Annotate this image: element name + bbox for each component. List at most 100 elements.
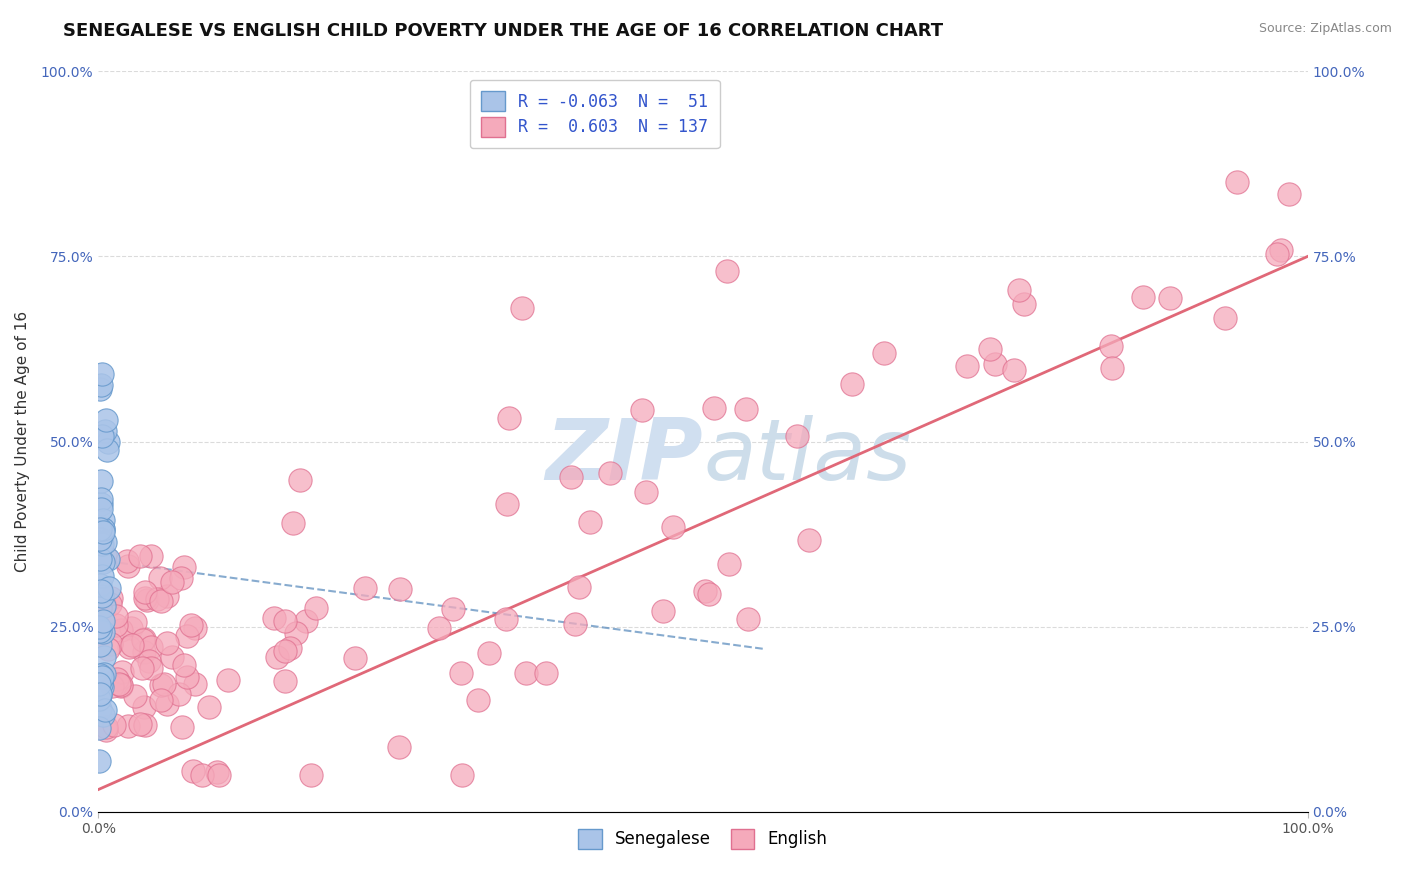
Point <box>450 767 472 781</box>
Point <box>91 536 114 550</box>
Point <box>979 342 1001 356</box>
Point <box>94 549 117 564</box>
Point <box>91 555 114 569</box>
Point <box>90 680 112 694</box>
Point <box>93 597 115 611</box>
Point <box>98 598 121 612</box>
Point <box>156 697 179 711</box>
Point <box>103 718 125 732</box>
Point <box>149 571 172 585</box>
Point <box>89 532 111 546</box>
Point <box>176 670 198 684</box>
Point <box>115 554 138 568</box>
Point <box>191 767 214 781</box>
Point <box>89 668 111 682</box>
Point <box>273 615 295 629</box>
Point <box>578 515 600 529</box>
Point <box>662 519 685 533</box>
Point <box>89 552 111 566</box>
Y-axis label: Child Poverty Under the Age of 16: Child Poverty Under the Age of 16 <box>15 311 30 572</box>
Point <box>560 469 582 483</box>
Point <box>495 611 517 625</box>
Point <box>89 523 111 537</box>
Point <box>131 661 153 675</box>
Point <box>96 442 118 457</box>
Point <box>703 401 725 416</box>
Point <box>94 424 117 438</box>
Point <box>184 621 207 635</box>
Point <box>91 569 114 583</box>
Point <box>1267 246 1289 260</box>
Point <box>173 559 195 574</box>
Point <box>427 621 450 635</box>
Point <box>139 549 162 564</box>
Point <box>169 571 191 585</box>
Point <box>108 676 131 690</box>
Point <box>89 721 111 735</box>
Point <box>467 693 489 707</box>
Point <box>89 687 111 701</box>
Point <box>87 620 110 634</box>
Point <box>90 677 112 691</box>
Point <box>89 688 111 702</box>
Point <box>693 584 716 599</box>
Point <box>139 661 162 675</box>
Point <box>134 584 156 599</box>
Point <box>564 616 586 631</box>
Point <box>117 640 139 654</box>
Point <box>146 591 169 606</box>
Point <box>450 666 472 681</box>
Point <box>496 497 519 511</box>
Point <box>89 638 111 652</box>
Point <box>89 701 111 715</box>
Point <box>717 557 740 571</box>
Point <box>136 592 159 607</box>
Point <box>89 577 111 591</box>
Point <box>90 584 112 599</box>
Point <box>1226 175 1249 190</box>
Point <box>599 466 621 480</box>
Point <box>90 429 112 443</box>
Point <box>1099 339 1122 353</box>
Point <box>90 377 112 392</box>
Point <box>134 699 156 714</box>
Point <box>90 497 112 511</box>
Point <box>1008 283 1031 297</box>
Point <box>1270 244 1292 258</box>
Point <box>786 429 808 443</box>
Point <box>181 764 204 778</box>
Point <box>117 559 139 574</box>
Point <box>388 582 411 597</box>
Point <box>152 677 174 691</box>
Point <box>93 703 115 717</box>
Point <box>120 621 142 635</box>
Point <box>105 672 128 686</box>
Point <box>134 718 156 732</box>
Point <box>97 435 120 450</box>
Point <box>274 644 297 658</box>
Point <box>91 512 114 526</box>
Point <box>274 674 297 689</box>
Point <box>652 604 675 618</box>
Point <box>156 589 179 603</box>
Point <box>94 413 117 427</box>
Point <box>110 665 132 680</box>
Point <box>129 716 152 731</box>
Point <box>149 594 172 608</box>
Point <box>90 589 112 603</box>
Point <box>284 625 307 640</box>
Point <box>124 615 146 629</box>
Point <box>735 401 758 416</box>
Point <box>93 667 115 681</box>
Point <box>299 767 322 781</box>
Point <box>90 492 112 507</box>
Point <box>441 602 464 616</box>
Point <box>498 411 520 425</box>
Point <box>799 533 821 548</box>
Point <box>388 739 411 754</box>
Point <box>89 601 111 615</box>
Point <box>170 720 193 734</box>
Point <box>150 693 173 707</box>
Point <box>699 587 721 601</box>
Point <box>149 678 172 692</box>
